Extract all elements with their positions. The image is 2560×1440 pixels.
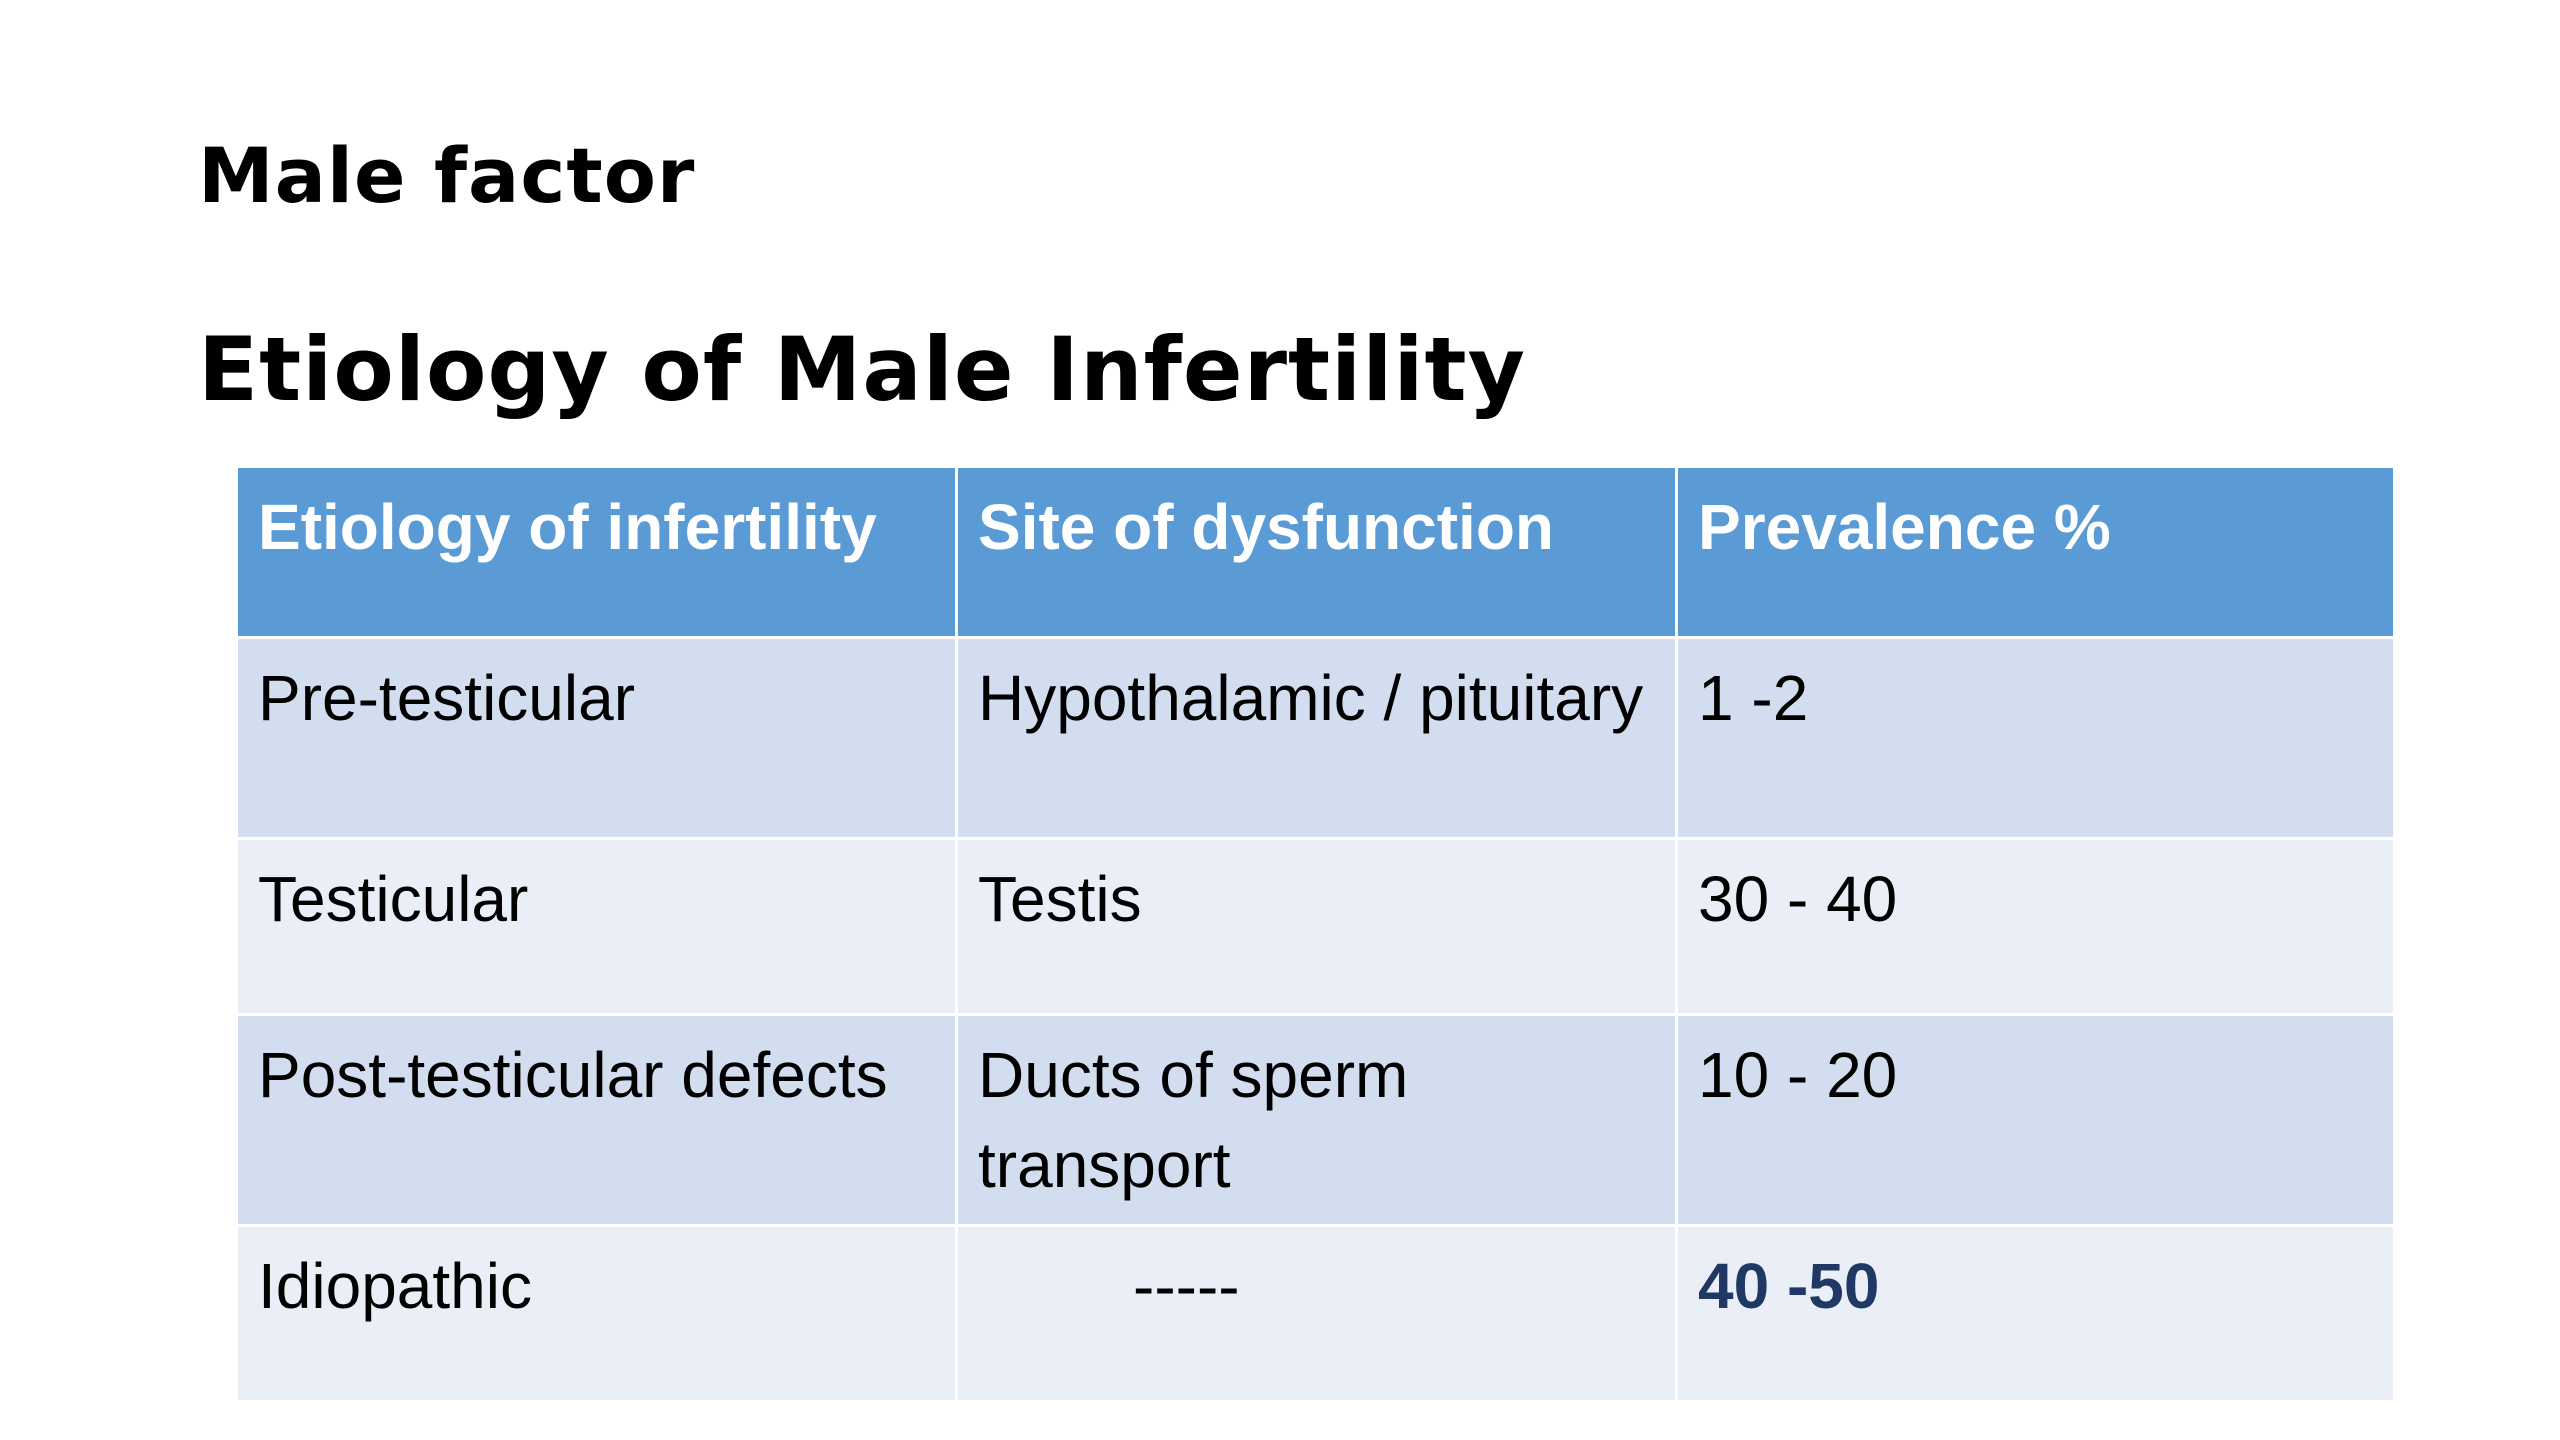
cell-etiology: Testicular [235, 837, 958, 1016]
cell-site: Testis [955, 837, 1678, 1016]
cell-etiology: Idiopathic [235, 1224, 958, 1403]
slide-subtitle: Male factor [198, 131, 696, 220]
header-site: Site of dysfunction [955, 465, 1678, 639]
etiology-table-container: Etiology of infertility Site of dysfunct… [235, 465, 2396, 1403]
header-prevalence: Prevalence % [1675, 465, 2396, 639]
cell-etiology: Post-testicular defects [235, 1013, 958, 1227]
table-row: Idiopathic ----- 40 -50 [235, 1224, 2396, 1403]
header-etiology: Etiology of infertility [235, 465, 958, 639]
slide-title: Etiology of Male Infertility [198, 318, 1526, 421]
cell-prevalence-highlight: 40 -50 [1675, 1224, 2396, 1403]
cell-site: ----- [955, 1224, 1678, 1403]
table-row: Pre-testicular Hypothalamic / pituitary … [235, 636, 2396, 840]
cell-site: Ducts of sperm transport [955, 1013, 1678, 1227]
table-row: Post-testicular defects Ducts of sperm t… [235, 1013, 2396, 1227]
etiology-table: Etiology of infertility Site of dysfunct… [235, 465, 2396, 1403]
cell-prevalence: 1 -2 [1675, 636, 2396, 840]
cell-site: Hypothalamic / pituitary [955, 636, 1678, 840]
table-header-row: Etiology of infertility Site of dysfunct… [235, 465, 2396, 639]
table-row: Testicular Testis 30 - 40 [235, 837, 2396, 1016]
cell-prevalence: 30 - 40 [1675, 837, 2396, 1016]
cell-etiology: Pre-testicular [235, 636, 958, 840]
cell-prevalence: 10 - 20 [1675, 1013, 2396, 1227]
